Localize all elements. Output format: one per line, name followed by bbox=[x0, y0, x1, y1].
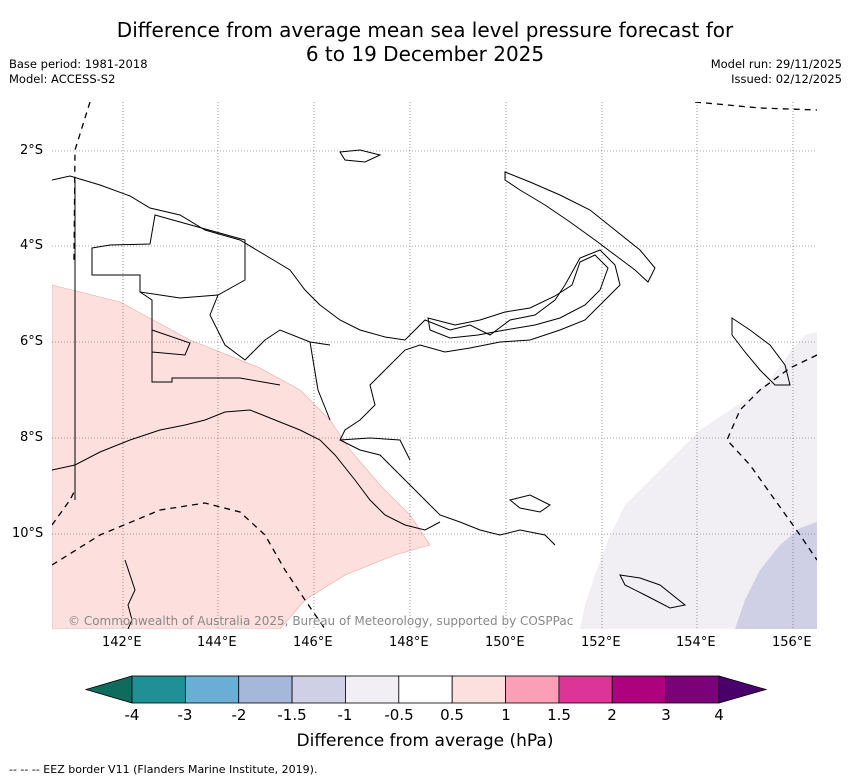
colorbar-bin bbox=[611, 675, 667, 704]
lon-label: 150°E bbox=[485, 635, 525, 650]
colorbar-bins bbox=[131, 675, 720, 704]
colorbar-bin bbox=[131, 675, 186, 704]
lon-label: 146°E bbox=[293, 635, 333, 650]
eez-northeast bbox=[694, 102, 817, 111]
colorbar-bin bbox=[238, 675, 293, 704]
colorbar-bin bbox=[665, 675, 720, 704]
lat-label: 4°S bbox=[20, 238, 44, 253]
colorbar-tick: -4 bbox=[124, 706, 140, 724]
colorbar-tick: -1.5 bbox=[277, 706, 307, 724]
eez-borders bbox=[52, 102, 817, 629]
colorbar-bin bbox=[558, 675, 613, 704]
model-run: Model run: 29/11/2025 bbox=[710, 57, 842, 71]
colorbar-tick: -1 bbox=[337, 706, 353, 724]
colorbar-tick: -2 bbox=[231, 706, 247, 724]
gridlines bbox=[52, 102, 817, 629]
meta-left: Base period: 1981-2018 Model: ACCESS-S2 bbox=[9, 57, 148, 87]
louisiade-islands bbox=[619, 574, 687, 609]
colorbar-bin bbox=[505, 675, 560, 704]
eez-west bbox=[73, 102, 91, 261]
positive-anomaly-region bbox=[52, 284, 431, 629]
new-guinea-south-coast bbox=[52, 409, 441, 531]
eez-southwest-2 bbox=[52, 489, 76, 526]
new-guinea-coast bbox=[52, 175, 621, 546]
model-name: Model: ACCESS-S2 bbox=[9, 72, 116, 86]
negative-anomaly-region-mid bbox=[735, 522, 817, 629]
negative-anomaly-region-light bbox=[580, 332, 817, 629]
chart-title: Difference from average mean sea level p… bbox=[0, 18, 850, 66]
colorbar-extend-above bbox=[718, 675, 768, 704]
new-ireland-coast bbox=[504, 171, 656, 283]
colorbar-tick: 0.5 bbox=[440, 706, 464, 724]
eez-legend-footer: -- -- -- EEZ border V11 (Flanders Marine… bbox=[9, 763, 318, 776]
colorbar-extend-below bbox=[84, 675, 133, 704]
colorbar bbox=[84, 675, 768, 704]
lon-label: 148°E bbox=[389, 635, 429, 650]
title-line-1: Difference from average mean sea level p… bbox=[116, 18, 734, 42]
lon-label: 152°E bbox=[581, 635, 621, 650]
colorbar-tick: -0.5 bbox=[384, 706, 414, 724]
cape-york-coast bbox=[124, 559, 136, 629]
colorbar-tick: 4 bbox=[714, 706, 724, 724]
lon-label: 154°E bbox=[676, 635, 716, 650]
colorbar-tick: 3 bbox=[661, 706, 671, 724]
province-boundaries bbox=[91, 214, 411, 461]
trobriand-islands bbox=[508, 494, 551, 513]
lat-label: 6°S bbox=[20, 334, 44, 349]
new-britain-coast bbox=[427, 254, 609, 339]
lon-label: 144°E bbox=[197, 635, 237, 650]
issued-date: Issued: 02/12/2025 bbox=[731, 72, 842, 86]
eez-southwest bbox=[52, 502, 326, 629]
colorbar-bin bbox=[345, 675, 400, 704]
meta-right: Model run: 29/11/2025 Issued: 02/12/2025 bbox=[711, 57, 842, 87]
colorbar-tick: 1 bbox=[501, 706, 511, 724]
title-line-2: 6 to 19 December 2025 bbox=[305, 42, 545, 66]
colorbar-tick: 2 bbox=[607, 706, 617, 724]
colorbar-tick: -3 bbox=[177, 706, 193, 724]
lon-label: 156°E bbox=[772, 635, 812, 650]
colorbar-bin bbox=[184, 675, 240, 704]
manus-coast bbox=[339, 149, 382, 163]
eez-east bbox=[726, 354, 817, 561]
bougainville-coast bbox=[731, 317, 791, 386]
lon-label: 142°E bbox=[102, 635, 142, 650]
colorbar-bin bbox=[451, 675, 506, 704]
lat-label: 8°S bbox=[20, 430, 44, 445]
colorbar-bin bbox=[291, 675, 346, 704]
lat-label: 2°S bbox=[20, 143, 44, 158]
coastlines bbox=[52, 149, 791, 629]
copyright-notice: © Commonwealth of Australia 2025, Bureau… bbox=[68, 614, 574, 628]
lat-label: 10°S bbox=[12, 526, 44, 541]
colorbar-bin bbox=[398, 675, 453, 704]
colorbar-label: Difference from average (hPa) bbox=[296, 731, 554, 751]
map-area bbox=[52, 102, 817, 629]
colorbar-tick: 1.5 bbox=[547, 706, 571, 724]
base-period: Base period: 1981-2018 bbox=[9, 57, 148, 71]
